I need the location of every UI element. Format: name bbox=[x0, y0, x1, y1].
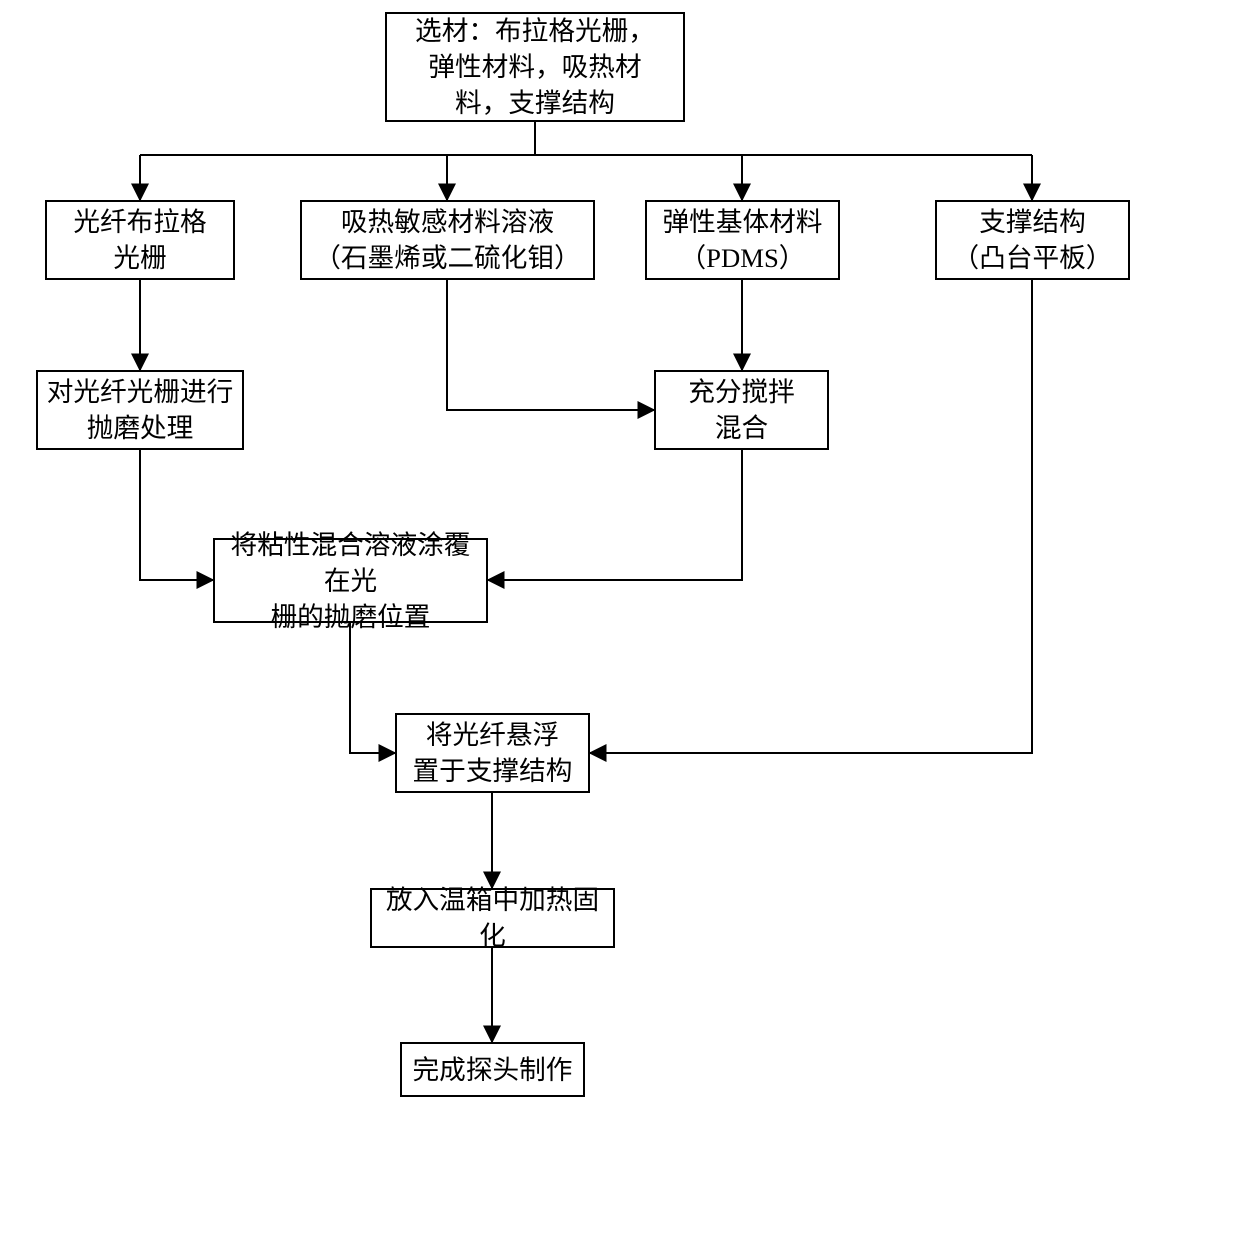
edge-e-n5-n7 bbox=[140, 450, 213, 580]
node-label: 将光纤悬浮 置于支撑结构 bbox=[413, 717, 573, 789]
edge-e-n2-n6 bbox=[447, 280, 654, 410]
node-absorbing-solution: 吸热敏感材料溶液 （石墨烯或二硫化钼） bbox=[300, 200, 595, 280]
node-complete-probe: 完成探头制作 bbox=[400, 1042, 585, 1097]
node-elastic-pdms: 弹性基体材料 （PDMS） bbox=[645, 200, 840, 280]
node-label: 将粘性混合溶液涂覆在光 栅的抛磨位置 bbox=[223, 527, 478, 635]
edge-e-n6-n7 bbox=[488, 450, 742, 580]
flowchart-canvas: 选材：布拉格光栅， 弹性材料，吸热材 料，支撑结构 光纤布拉格 光栅 吸热敏感材… bbox=[0, 0, 1240, 1250]
node-label: 充分搅拌 混合 bbox=[688, 374, 795, 446]
node-suspend-on-support: 将光纤悬浮 置于支撑结构 bbox=[395, 713, 590, 793]
node-label: 选材：布拉格光栅， 弹性材料，吸热材 料，支撑结构 bbox=[415, 13, 655, 121]
edge-e-n7-n8 bbox=[350, 623, 395, 753]
node-label: 弹性基体材料 （PDMS） bbox=[663, 204, 823, 276]
node-heat-cure: 放入温箱中加热固化 bbox=[370, 888, 615, 948]
node-label: 支撑结构 （凸台平板） bbox=[953, 204, 1113, 276]
edge-layer bbox=[0, 0, 1240, 1250]
node-stir-mix: 充分搅拌 混合 bbox=[654, 370, 829, 450]
node-fbg: 光纤布拉格 光栅 bbox=[45, 200, 235, 280]
node-material-selection: 选材：布拉格光栅， 弹性材料，吸热材 料，支撑结构 bbox=[385, 12, 685, 122]
node-label: 对光纤光栅进行 抛磨处理 bbox=[47, 374, 234, 446]
node-label: 完成探头制作 bbox=[413, 1052, 573, 1088]
node-label: 吸热敏感材料溶液 （石墨烯或二硫化钼） bbox=[314, 204, 581, 276]
node-coat-solution: 将粘性混合溶液涂覆在光 栅的抛磨位置 bbox=[213, 538, 488, 623]
edge-e-n4-n8 bbox=[590, 280, 1032, 753]
node-support-structure: 支撑结构 （凸台平板） bbox=[935, 200, 1130, 280]
node-label: 放入温箱中加热固化 bbox=[380, 882, 605, 954]
node-label: 光纤布拉格 光栅 bbox=[73, 204, 206, 276]
node-polish-grating: 对光纤光栅进行 抛磨处理 bbox=[36, 370, 244, 450]
